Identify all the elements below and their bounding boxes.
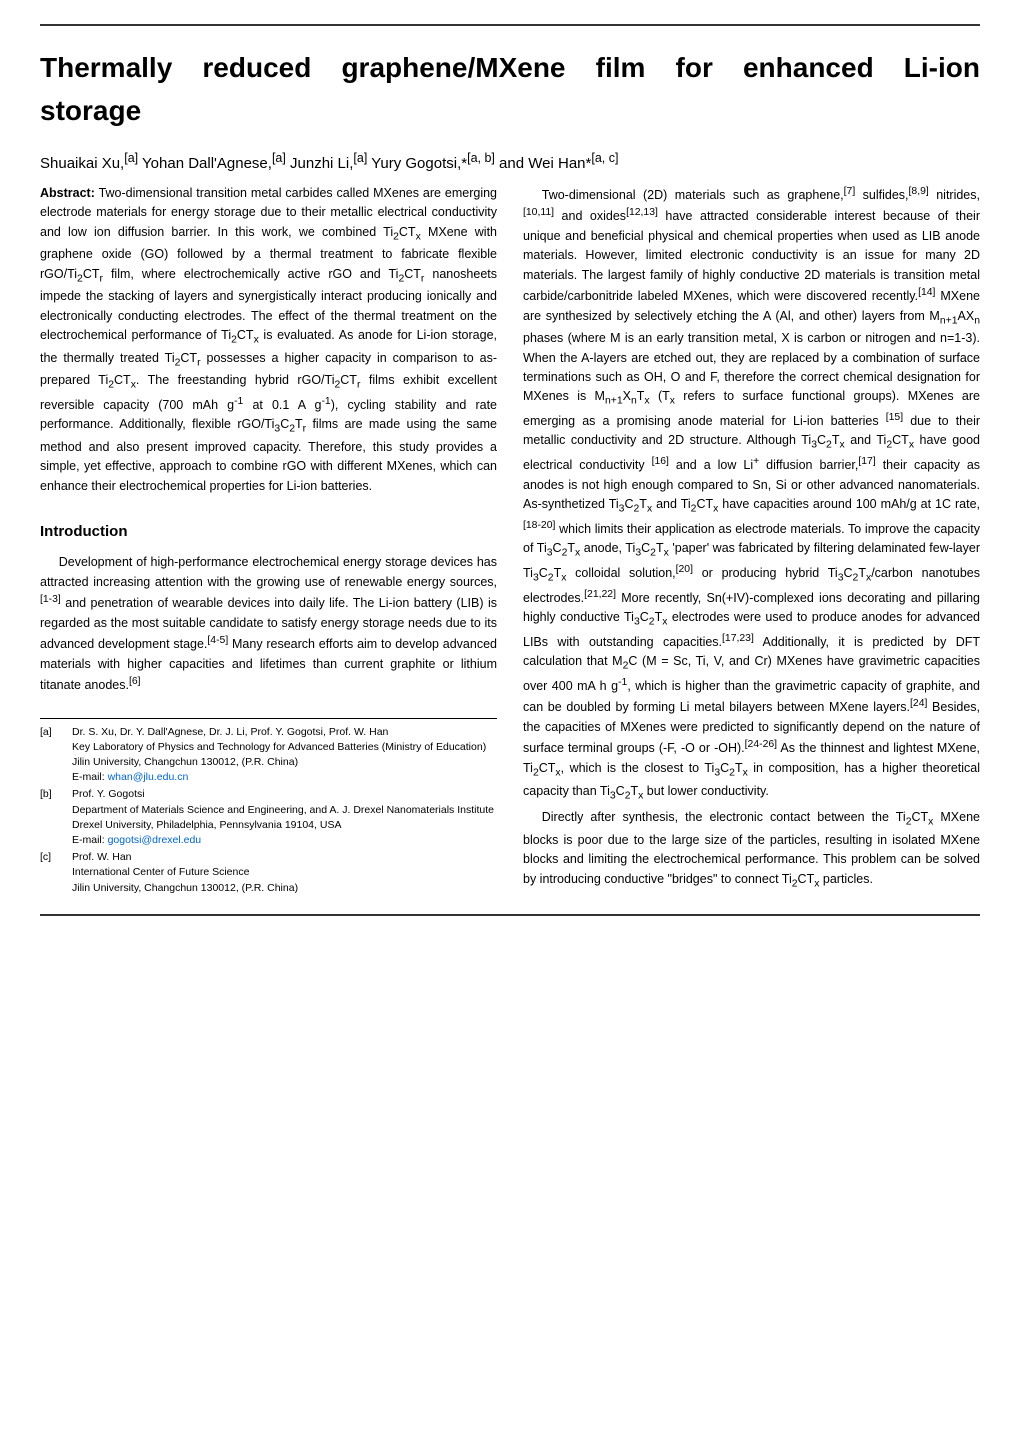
affil-tag-c: [c] [40, 850, 72, 896]
top-rule [40, 24, 980, 26]
affil-tag-a: [a] [40, 725, 72, 786]
affil-b-l4: E-mail: gogotsi@drexel.edu [72, 833, 494, 848]
body-paragraph-2: Directly after synthesis, the electronic… [523, 808, 980, 892]
introduction-heading: Introduction [40, 520, 497, 543]
affiliation-divider [40, 718, 497, 719]
author-list: Shuaikai Xu,[a] Yohan Dall'Agnese,[a] Ju… [0, 151, 1020, 184]
affil-body-c: Prof. W. Han International Center of Fut… [72, 850, 298, 896]
affiliation-a: [a] Dr. S. Xu, Dr. Y. Dall'Agnese, Dr. J… [40, 725, 497, 786]
right-column: Two-dimensional (2D) materials such as g… [523, 184, 980, 896]
affil-a-email-label: E-mail: [72, 771, 108, 783]
affil-body-a: Dr. S. Xu, Dr. Y. Dall'Agnese, Dr. J. Li… [72, 725, 486, 786]
affil-a-l1: Dr. S. Xu, Dr. Y. Dall'Agnese, Dr. J. Li… [72, 725, 486, 740]
two-column-body: Abstract: Two-dimensional transition met… [0, 184, 1020, 908]
affiliations: [a] Dr. S. Xu, Dr. Y. Dall'Agnese, Dr. J… [40, 725, 497, 896]
paper-title: Thermally reduced graphene/MXene film fo… [40, 46, 980, 133]
abstract-label: Abstract: [40, 186, 95, 200]
affil-b-email-link[interactable]: gogotsi@drexel.edu [108, 834, 202, 846]
title-line1: Thermally reduced graphene/MXene film fo… [40, 52, 980, 83]
intro-paragraph-1: Development of high-performance electroc… [40, 553, 497, 695]
bottom-rule [40, 914, 980, 916]
body-paragraph-1: Two-dimensional (2D) materials such as g… [523, 184, 980, 804]
affiliation-c: [c] Prof. W. Han International Center of… [40, 850, 497, 896]
affil-tag-b: [b] [40, 787, 72, 848]
affil-a-l3: Jilin University, Changchun 130012, (P.R… [72, 755, 486, 770]
abstract-paragraph: Abstract: Two-dimensional transition met… [40, 184, 497, 496]
affil-body-b: Prof. Y. Gogotsi Department of Materials… [72, 787, 494, 848]
title-block: Thermally reduced graphene/MXene film fo… [0, 46, 1020, 151]
affil-b-l3: Drexel University, Philadelphia, Pennsyl… [72, 818, 494, 833]
affil-c-l1: Prof. W. Han [72, 850, 298, 865]
affil-a-email-link[interactable]: whan@jlu.edu.cn [108, 771, 189, 783]
title-line2: storage [40, 89, 141, 132]
affil-a-l2: Key Laboratory of Physics and Technology… [72, 740, 486, 755]
affil-b-l2: Department of Materials Science and Engi… [72, 803, 494, 818]
affil-c-l3: Jilin University, Changchun 130012, (P.R… [72, 881, 298, 896]
left-column: Abstract: Two-dimensional transition met… [40, 184, 497, 896]
affil-b-email-label: E-mail: [72, 834, 108, 846]
abstract-text: Two-dimensional transition metal carbide… [40, 186, 497, 493]
affiliation-b: [b] Prof. Y. Gogotsi Department of Mater… [40, 787, 497, 848]
affil-b-l1: Prof. Y. Gogotsi [72, 787, 494, 802]
affil-c-l2: International Center of Future Science [72, 865, 298, 880]
affil-a-l4: E-mail: whan@jlu.edu.cn [72, 770, 486, 785]
